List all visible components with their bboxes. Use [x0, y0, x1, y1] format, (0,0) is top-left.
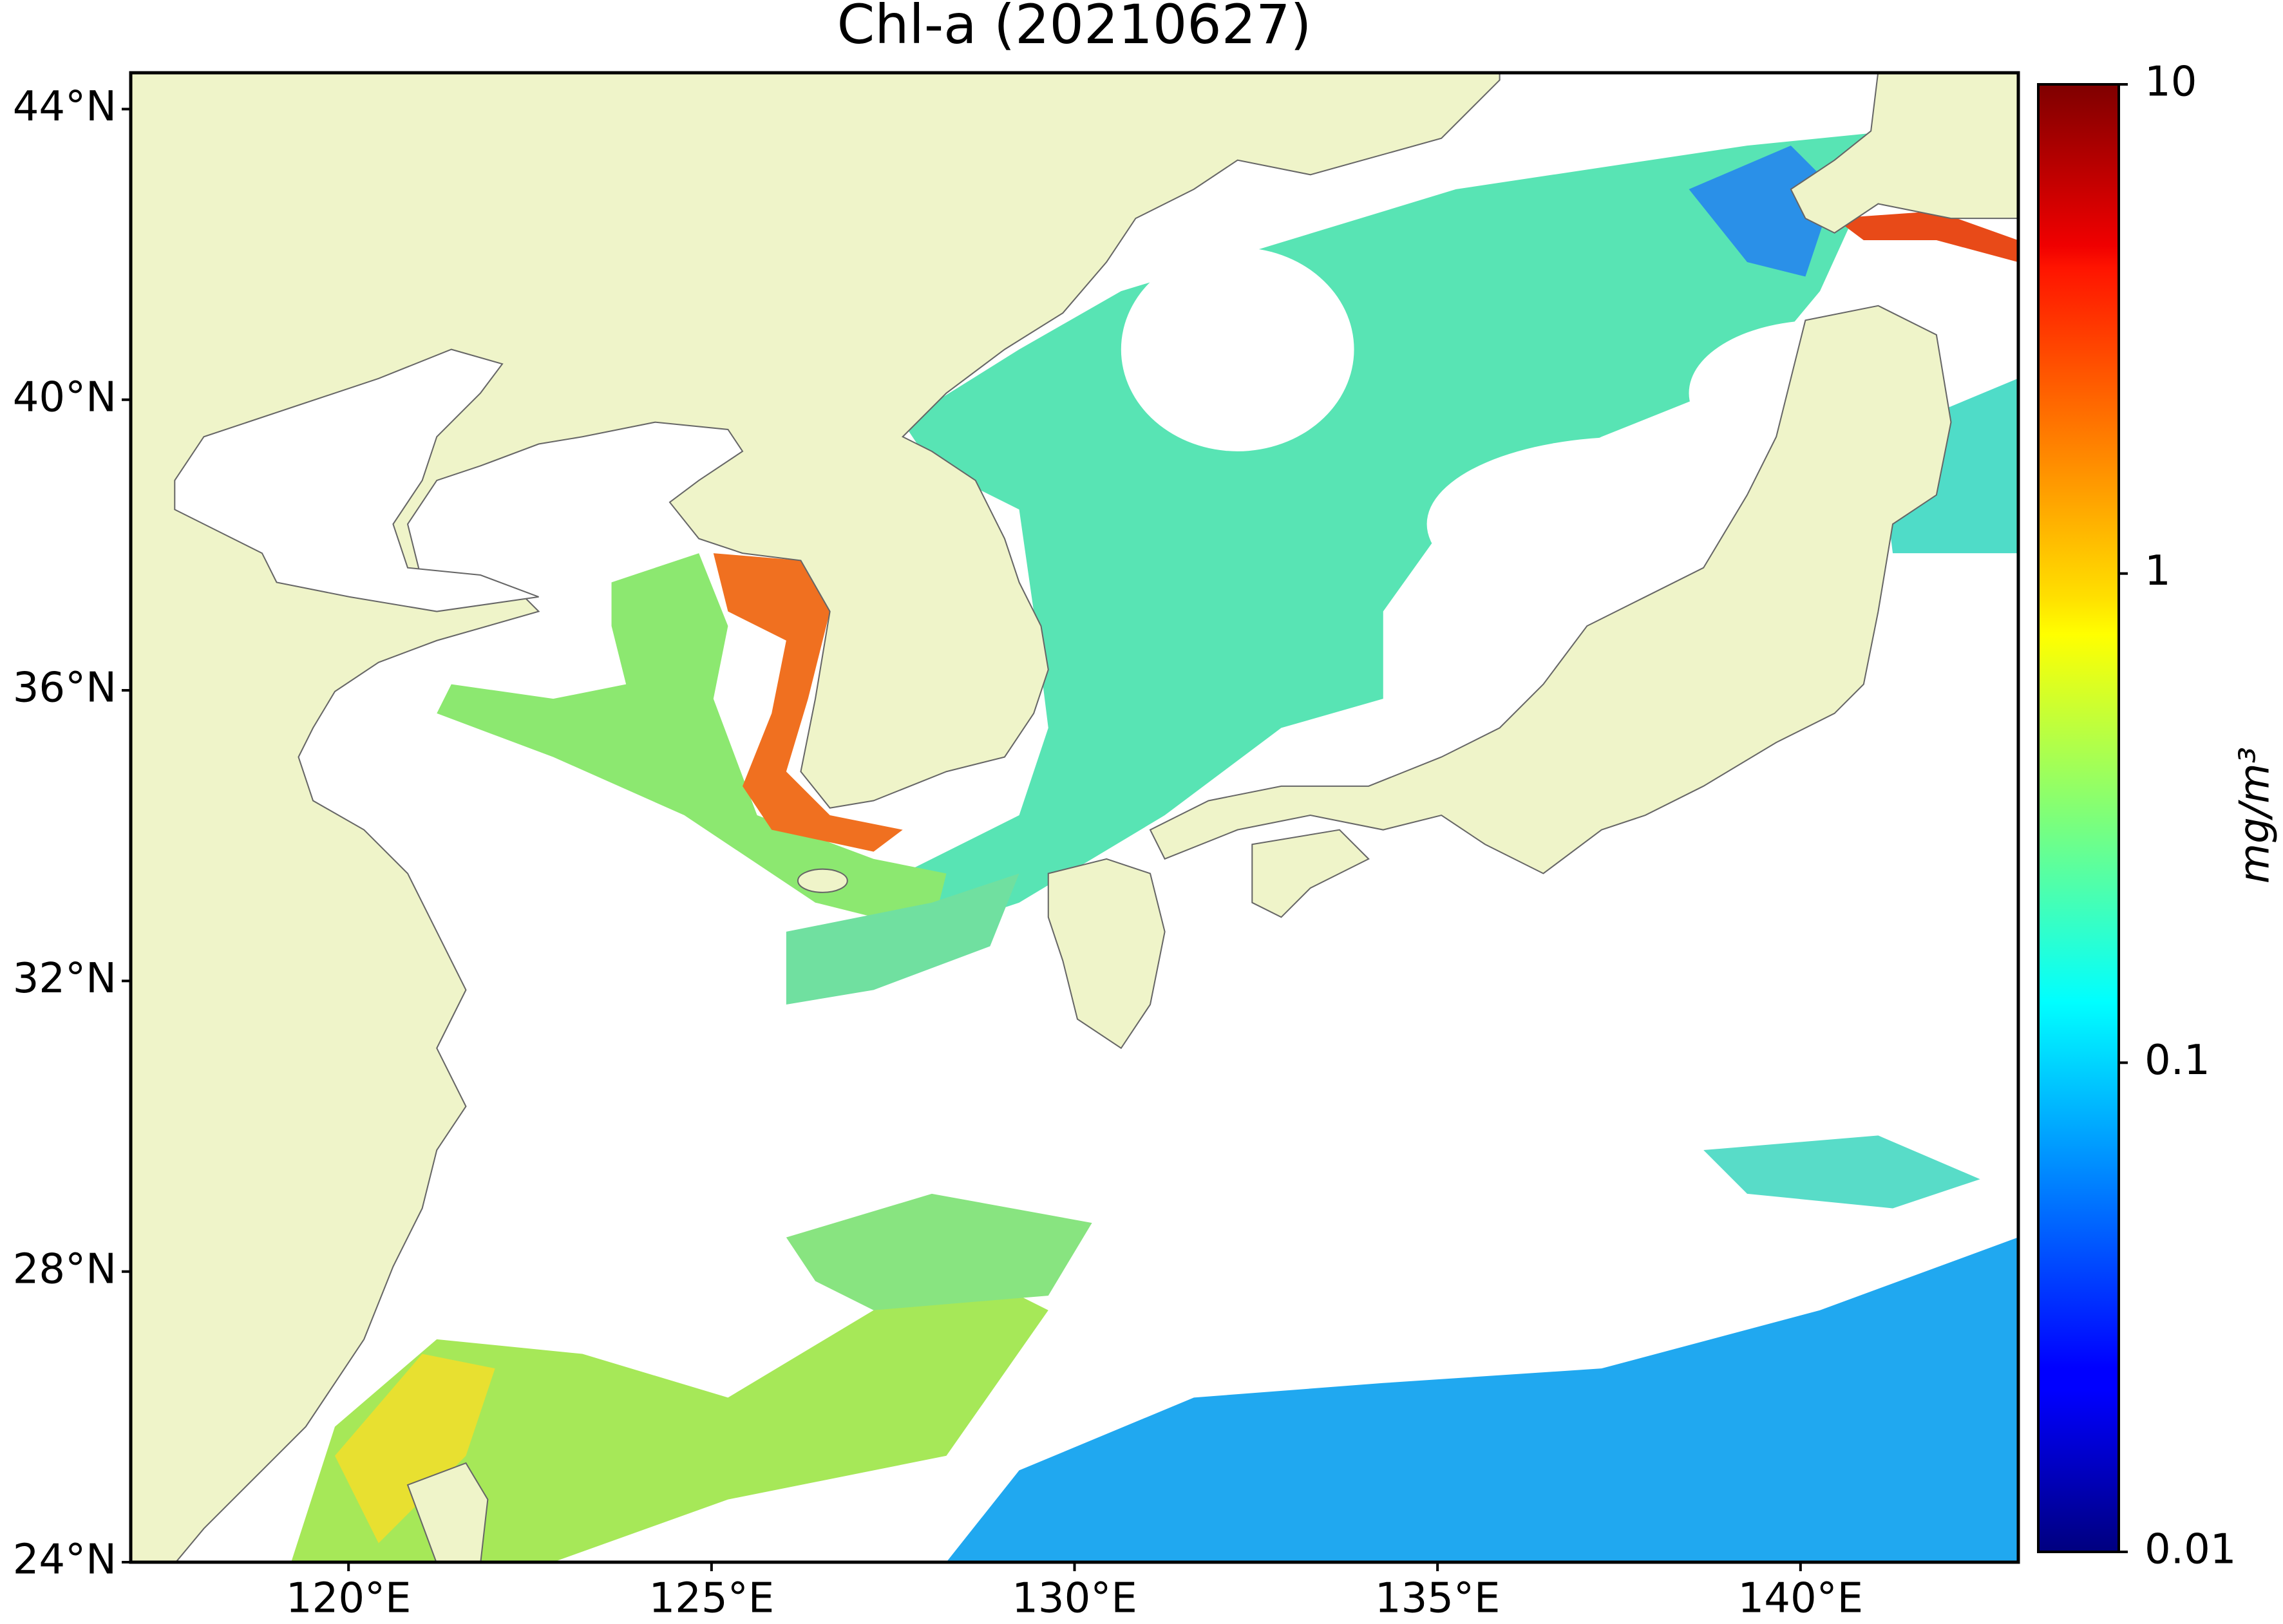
x-tick-label: 125°E — [649, 1575, 775, 1623]
chl-patch — [1689, 146, 1835, 277]
y-tick-label: 36°N — [13, 665, 117, 712]
jeju — [797, 868, 848, 893]
chl-patch — [334, 1354, 495, 1544]
chart-title: Chl-a (20210627) — [837, 0, 1312, 56]
chl-patch — [437, 553, 947, 932]
y-tick-label: 44°N — [13, 83, 117, 131]
shikoku — [1251, 829, 1370, 918]
bohai-sea — [174, 348, 539, 612]
taiwan — [406, 1462, 489, 1562]
chl-patch — [786, 873, 1019, 1005]
mainland — [131, 73, 1501, 1562]
x-tick-label: 120°E — [286, 1575, 412, 1623]
colorbar-tick-label: 10 — [2145, 59, 2197, 106]
chl-patch — [786, 1193, 1092, 1310]
chl-patch — [1703, 1135, 1980, 1209]
colorbar-label: mg/m³ — [2231, 747, 2279, 884]
y-tick-label: 32°N — [13, 955, 117, 1003]
x-tick-label: 140°E — [1738, 1575, 1864, 1623]
y-tick-label: 28°N — [13, 1245, 117, 1293]
map-layers — [131, 73, 2018, 1562]
hokkaido — [1790, 73, 2018, 234]
y-tick-label: 40°N — [13, 373, 117, 421]
x-tick-label: 135°E — [1375, 1575, 1501, 1623]
land — [131, 73, 2018, 1562]
x-tick-label: 130°E — [1012, 1575, 1137, 1623]
map-area — [131, 73, 2018, 1562]
kyushu — [1047, 858, 1166, 1050]
y-tick-label: 24°N — [13, 1536, 117, 1584]
cloud — [1121, 247, 1354, 451]
chl-patch — [946, 1237, 2018, 1562]
colorbar-tick-label: 1 — [2145, 547, 2171, 595]
chl-patch — [713, 553, 903, 852]
colorbar-tick-label: 0.01 — [2145, 1526, 2237, 1574]
colorbar-tick-label: 0.1 — [2145, 1037, 2210, 1084]
honshu — [1149, 305, 1952, 874]
colorbar — [2037, 83, 2120, 1553]
